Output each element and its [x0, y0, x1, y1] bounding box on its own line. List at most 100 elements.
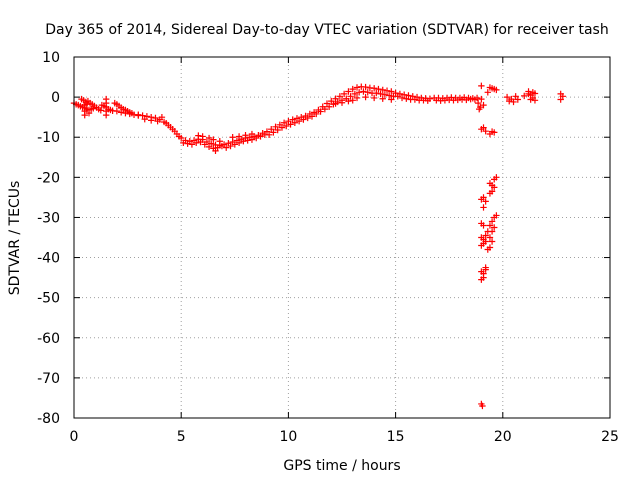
y-tick-label: -70: [37, 371, 60, 387]
data-point: [379, 86, 386, 94]
data-point: [478, 95, 485, 103]
y-tick-label: 0: [51, 90, 60, 106]
y-tick-label: -80: [37, 411, 60, 427]
data-point: [268, 126, 275, 133]
data-point: [231, 141, 238, 148]
data-point: [81, 111, 88, 119]
data-point: [139, 112, 146, 119]
data-point: [484, 89, 491, 96]
data-point: [184, 140, 191, 147]
data-point: [479, 402, 486, 410]
data-point: [482, 198, 489, 205]
data-point: [308, 113, 316, 120]
data-point: [295, 117, 303, 125]
data-point: [486, 234, 494, 241]
data-marks: [70, 82, 567, 410]
data-point: [83, 101, 91, 108]
data-point: [480, 274, 487, 281]
data-point: [152, 114, 159, 122]
data-point: [235, 139, 243, 147]
data-point: [270, 129, 277, 136]
grid-lines: [74, 57, 610, 418]
data-point: [411, 96, 419, 103]
data-point: [349, 97, 356, 104]
data-point: [424, 97, 431, 104]
data-point: [304, 114, 311, 122]
data-point: [274, 126, 281, 134]
data-point: [488, 218, 496, 225]
data-point: [486, 222, 494, 229]
y-tick-labels: 10 0 -10 -20 -30 -40 -50 -60 -70 -80: [37, 50, 60, 427]
data-point: [400, 91, 408, 98]
data-point: [197, 138, 204, 146]
data-point: [214, 144, 221, 151]
data-point: [210, 136, 217, 143]
data-point: [280, 119, 288, 126]
data-point: [272, 123, 279, 130]
data-point: [381, 91, 389, 98]
x-tick-label: 25: [601, 429, 619, 445]
data-point: [180, 139, 187, 147]
data-point: [375, 85, 382, 93]
data-point: [265, 131, 273, 139]
data-point: [289, 116, 296, 123]
data-point: [244, 137, 251, 144]
data-point: [188, 141, 196, 148]
data-point: [355, 89, 363, 96]
data-point: [345, 88, 352, 95]
data-point: [287, 121, 294, 128]
data-point: [388, 88, 395, 95]
data-point: [477, 103, 484, 111]
data-point: [527, 96, 534, 103]
data-point: [377, 90, 384, 98]
data-point: [338, 99, 346, 106]
data-point: [403, 95, 410, 102]
data-point: [332, 100, 339, 107]
data-point: [557, 96, 564, 103]
data-point: [227, 142, 234, 150]
data-point: [491, 129, 498, 136]
data-point: [113, 107, 121, 115]
data-point: [242, 132, 249, 139]
data-point: [364, 89, 371, 96]
x-tick-label: 20: [494, 429, 512, 445]
x-tick-label: 0: [70, 429, 79, 445]
y-tick-label: -30: [37, 210, 60, 226]
data-point: [141, 115, 148, 123]
data-point: [488, 228, 496, 235]
data-point: [323, 100, 331, 107]
data-point: [392, 89, 399, 97]
data-point: [167, 123, 174, 131]
data-point: [117, 109, 125, 116]
data-point: [85, 109, 93, 117]
data-point: [362, 83, 369, 91]
data-point: [379, 95, 386, 102]
data-point: [493, 174, 500, 181]
data-point: [474, 99, 482, 107]
data-point: [208, 140, 215, 147]
data-point: [510, 98, 517, 106]
data-point: [353, 94, 361, 102]
y-axis-label: SDTVAR / TECUs: [7, 181, 23, 296]
data-point: [317, 108, 324, 115]
data-point: [178, 134, 185, 142]
data-point: [328, 97, 335, 105]
data-point: [480, 194, 487, 201]
data-point: [193, 139, 200, 147]
x-tick-label: 15: [387, 429, 405, 445]
data-point: [263, 128, 271, 135]
data-point: [480, 124, 487, 131]
data-point: [199, 133, 206, 140]
data-point: [240, 138, 247, 145]
data-point: [325, 103, 333, 110]
y-tick-label: -20: [37, 170, 60, 186]
data-point: [362, 93, 369, 101]
data-point: [531, 97, 539, 104]
data-point: [514, 96, 522, 103]
data-point: [388, 96, 395, 103]
data-point: [97, 107, 104, 114]
data-point: [278, 124, 286, 131]
data-point: [126, 110, 133, 118]
